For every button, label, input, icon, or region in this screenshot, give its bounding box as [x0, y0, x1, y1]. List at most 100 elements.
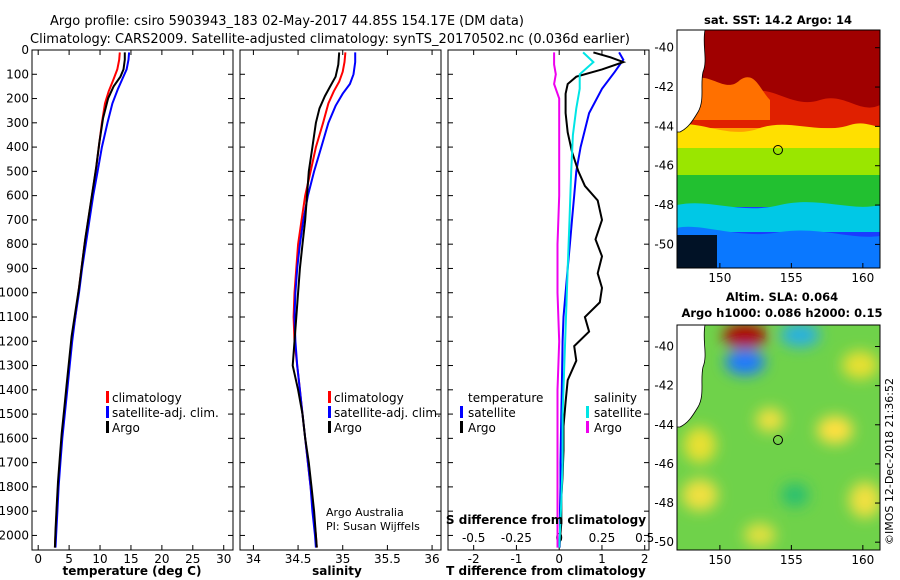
x-tick-label: 36	[424, 552, 439, 566]
x-tick-label: 0	[34, 552, 42, 566]
axis-ticks: 0 5 10 15 20 25 300100200300400500600700800900…	[0, 43, 654, 566]
y-tick-label: 1000	[0, 286, 29, 300]
sst-yellow-band	[677, 123, 880, 150]
legend-swatch-climatology	[328, 391, 331, 403]
difference-salinity-legend: salinity satellite Argo	[586, 391, 642, 435]
legend-label: Argo	[468, 421, 496, 435]
legend-swatch-argo	[106, 421, 109, 433]
sla-high-anomaly	[817, 416, 853, 444]
sst-green-band	[677, 175, 880, 207]
map-y-tick-label: -48	[654, 198, 674, 212]
map-y-tick-label: -46	[654, 457, 674, 471]
sst-map-title: sat. SST: 14.2 Argo: 14	[704, 13, 852, 27]
map-y-tick-label: -50	[654, 535, 674, 549]
map-y-tick-label: -44	[654, 418, 674, 432]
s-difference-xlabel: S difference from climatology	[446, 513, 646, 527]
map-x-tick-label: 155	[780, 271, 803, 285]
sla-anomalies	[682, 325, 880, 547]
x-tick-label: 35.5	[374, 552, 401, 566]
x-tick-label: 34	[246, 552, 261, 566]
x-tick-label: 34.5	[285, 552, 312, 566]
sst-orange-patch	[690, 77, 770, 120]
y-tick-label: 800	[6, 237, 29, 251]
legend-swatch-argo	[328, 421, 331, 433]
x-tick-label: -1	[510, 552, 522, 566]
sst-land-tasmania	[677, 30, 706, 133]
salinity-lines	[291, 52, 357, 548]
y-tick-label: 700	[6, 213, 29, 227]
series-line-climatology	[292, 52, 347, 548]
sla-low-anomaly	[781, 483, 809, 507]
temperature-xlabel: temperature (deg C)	[63, 564, 202, 578]
x-tick-label: 5	[65, 552, 73, 566]
temperature-legend: climatology satellite-adj. clim. Argo	[106, 391, 219, 435]
y-tick-label: 1500	[0, 407, 29, 421]
y-tick-label: 1800	[0, 480, 29, 494]
sst-map	[677, 30, 880, 268]
x-tick-label: 0	[555, 552, 563, 566]
legend-label: satellite	[468, 406, 516, 420]
y-tick-label: 0	[21, 43, 29, 57]
legend-label: Argo	[334, 421, 362, 435]
x-tick-label: 2	[641, 552, 649, 566]
legend-label: satellite-adj. clim.	[334, 406, 441, 420]
sla-map-frame	[676, 324, 881, 551]
credit-line-1: Argo Australia	[326, 506, 404, 519]
difference-lines	[553, 51, 627, 548]
imos-timestamp: ©IMOS 12-Dec-2018 21:36:52	[883, 378, 896, 545]
legend-label: satellite-adj. clim.	[112, 406, 219, 420]
x-tick-label: -2	[468, 552, 480, 566]
map-y-tick-label: -46	[654, 159, 674, 173]
map-x-tick-label: 160	[851, 553, 874, 567]
map-y-tick-label: -44	[654, 119, 674, 133]
map-x-tick-label: 150	[708, 553, 731, 567]
sla-title-2: Argo h1000: 0.086 h2000: 0.15	[681, 306, 882, 320]
legend-swatch-t-argo	[460, 421, 463, 433]
map-y-tick-label: -42	[654, 80, 674, 94]
sla-high-anomaly	[682, 479, 718, 511]
salinity-legend: climatology satellite-adj. clim. Argo	[328, 391, 441, 435]
difference-panel	[447, 49, 650, 551]
map-y-tick-label: -40	[654, 340, 674, 354]
x-tick-label: 25	[185, 552, 200, 566]
difference-xlabel: T difference from climatology	[446, 564, 646, 578]
y-tick-label: 1200	[0, 334, 29, 348]
x-tick-label: 10	[92, 552, 107, 566]
map-x-tick-label: 150	[708, 271, 731, 285]
legend-label: climatology	[334, 391, 404, 405]
y-tick-label: 100	[6, 67, 29, 81]
y-tick-label: 200	[6, 92, 29, 106]
map-y-tick-label: -42	[654, 379, 674, 393]
y-tick-label: 1900	[0, 504, 29, 518]
sla-high-anomaly	[684, 427, 716, 463]
y-tick-label: 300	[6, 116, 29, 130]
x2-tick-label: 0.25	[589, 531, 616, 545]
legend-swatch-satellite	[328, 406, 331, 418]
sla-land-tasmania	[677, 325, 706, 428]
sla-map	[677, 325, 880, 550]
x-tick-label: 30	[216, 552, 231, 566]
y-tick-label: 1400	[0, 383, 29, 397]
sst-cyan-band	[677, 202, 880, 232]
y-tick-label: 400	[6, 140, 29, 154]
sla-low-anomaly	[725, 349, 765, 375]
map-y-tick-label: -50	[654, 237, 674, 251]
sla-high-anomaly	[849, 482, 880, 518]
y-tick-label: 900	[6, 261, 29, 275]
sla-float-marker	[773, 435, 783, 445]
legend-title: salinity	[594, 391, 637, 405]
sst-blue-band	[677, 226, 880, 268]
legend-swatch-t-satellite	[460, 406, 463, 418]
legend-swatch-s-argo	[586, 421, 589, 433]
y-tick-label: 600	[6, 189, 29, 203]
series-line-satellite-adj-clim-	[293, 52, 357, 548]
y-tick-label: 2000	[0, 528, 29, 542]
sla-high-anomaly	[744, 523, 776, 547]
sla-title-1: Altim. SLA: 0.064	[726, 290, 838, 304]
legend-swatch-s-satellite	[586, 406, 589, 418]
legend-label: Argo	[594, 421, 622, 435]
series-line-argo	[291, 52, 341, 548]
x-tick-label: 15	[123, 552, 138, 566]
series-line-satellite-adj-clim-	[54, 52, 131, 548]
